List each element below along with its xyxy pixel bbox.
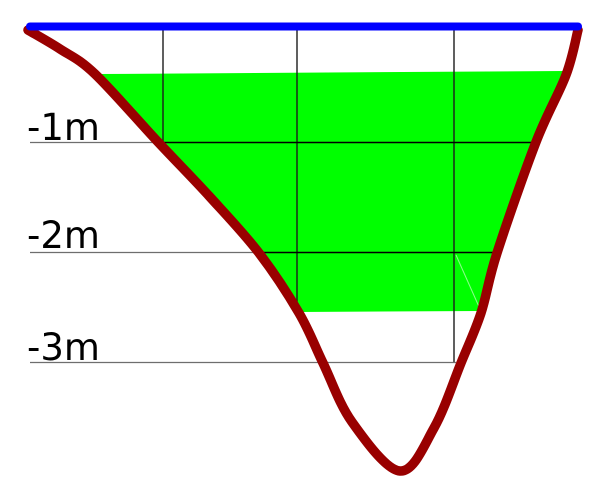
depth-labels-group: -1m -2m -3m bbox=[27, 106, 100, 369]
station-grid-lines bbox=[162, 29, 455, 362]
depth-label: -3m bbox=[27, 326, 100, 369]
green-seam-line bbox=[455, 254, 481, 310]
bed-profile-curve bbox=[23, 25, 583, 476]
depth-grid-lines bbox=[30, 141, 535, 364]
depth-label: -2m bbox=[27, 214, 100, 257]
depth-label: -1m bbox=[27, 106, 100, 149]
